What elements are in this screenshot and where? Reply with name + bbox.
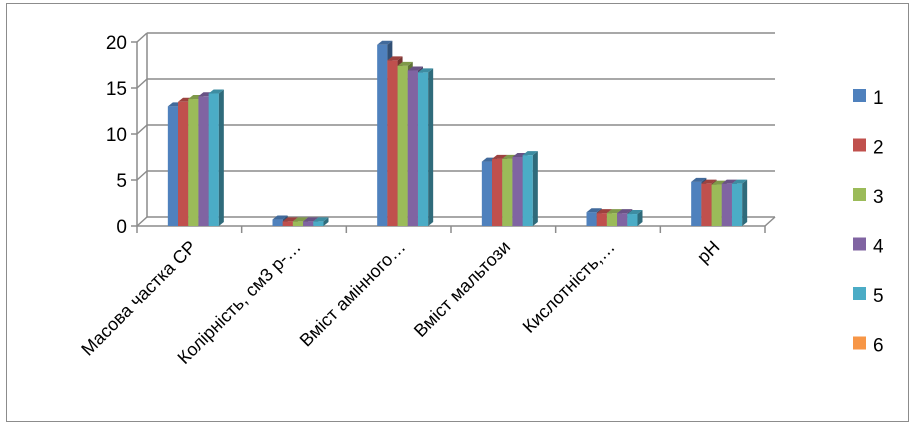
bar-front: [596, 213, 607, 226]
bar-front: [711, 184, 722, 226]
bar-front: [481, 161, 493, 226]
bar: [522, 151, 538, 226]
bar-top: [303, 217, 319, 222]
y-tick-label: 20: [106, 33, 127, 54]
bar-front: [303, 221, 314, 226]
bar-front: [282, 221, 293, 226]
bar-front: [407, 70, 418, 227]
bar: [313, 217, 329, 226]
bar-front: [313, 221, 324, 226]
bar-top: [272, 215, 288, 220]
bar: [731, 179, 748, 226]
legend-swatch: [853, 138, 866, 152]
bar-top: [606, 209, 623, 214]
bar-front: [492, 158, 503, 226]
bar-top: [596, 209, 612, 214]
chart-frame: [6, 3, 909, 422]
bar-front: [198, 96, 209, 226]
bar-front: [397, 65, 408, 226]
x-tick-label: pH: [693, 237, 723, 267]
bar-front: [617, 213, 628, 226]
bar-front: [417, 72, 429, 226]
bar-top: [417, 68, 434, 73]
bar-front: [691, 181, 702, 226]
x-tick-label: Вміст амінного…: [296, 237, 410, 351]
legend-swatch: [853, 188, 866, 201]
gridline-depth: [136, 78, 148, 89]
bar-front: [208, 93, 219, 227]
x-tick-label: Кислотність,…: [519, 237, 619, 337]
gridline-depth: [136, 124, 148, 135]
axes: 0 5 10 15 20: [106, 32, 776, 238]
floor-edge: [764, 216, 776, 227]
bar-top: [387, 56, 403, 61]
bar-top: [701, 179, 717, 184]
bar-front: [272, 219, 283, 226]
bar-front: [178, 101, 189, 226]
legend-swatch: [853, 89, 866, 102]
legend-label: 5: [873, 286, 884, 307]
bar-top: [586, 208, 602, 213]
gridline-depth: [136, 32, 148, 43]
bar: [417, 68, 434, 226]
bar-top: [627, 210, 643, 215]
bar-front: [522, 155, 533, 226]
gridline-depth: [136, 170, 148, 181]
bar-top: [292, 217, 309, 222]
legend-label: 2: [873, 138, 884, 159]
bar-front: [721, 183, 732, 226]
legend-swatch: [853, 237, 866, 251]
bar-side: [218, 89, 224, 227]
y-tick-label: 5: [116, 171, 127, 192]
bar-side: [637, 210, 643, 226]
legend-label: 6: [873, 336, 884, 357]
bar-top: [282, 217, 298, 222]
y-tick-label: 0: [116, 217, 127, 238]
bar-top: [721, 179, 737, 184]
bar-top: [492, 154, 508, 159]
bar-side: [323, 217, 329, 226]
bar-top: [731, 179, 748, 184]
bar: [627, 210, 643, 226]
legend-label: 1: [873, 88, 884, 109]
gridline-depth: [136, 216, 148, 227]
bar-side: [532, 151, 538, 226]
legend: 1 2 3 4 5 6: [853, 88, 884, 357]
bar-front: [188, 99, 199, 226]
bar-front: [731, 183, 743, 226]
bar-top: [377, 40, 393, 45]
bar-top: [691, 177, 707, 182]
bar-top: [407, 66, 423, 71]
bar-top: [313, 217, 329, 222]
bar-top: [397, 61, 413, 66]
bar-front: [167, 106, 179, 226]
bar-front: [512, 157, 523, 226]
legend-swatch: [853, 336, 866, 350]
bar-front: [701, 183, 712, 226]
bar-front: [586, 212, 597, 226]
legend-swatch: [853, 287, 866, 300]
x-tick-label: Вміст мальтози: [410, 237, 514, 341]
legend-label: 4: [873, 237, 884, 258]
bar-top: [617, 209, 633, 214]
legend-label: 3: [873, 187, 884, 208]
bar-top: [522, 151, 538, 156]
bar-front: [292, 221, 304, 226]
bar-front: [606, 213, 618, 226]
bar-front: [387, 60, 398, 227]
bar: [208, 89, 224, 227]
bar-side: [742, 179, 748, 226]
bar-top: [208, 89, 224, 94]
bars: [167, 40, 748, 227]
y-tick-label: 10: [106, 125, 127, 146]
x-tick-label: Масова частка СР: [77, 237, 200, 360]
bar-front: [502, 158, 513, 226]
y-tick-label: 15: [106, 79, 127, 100]
bar-side: [428, 68, 434, 226]
bar-front: [627, 214, 638, 226]
bar-front: [377, 44, 388, 227]
